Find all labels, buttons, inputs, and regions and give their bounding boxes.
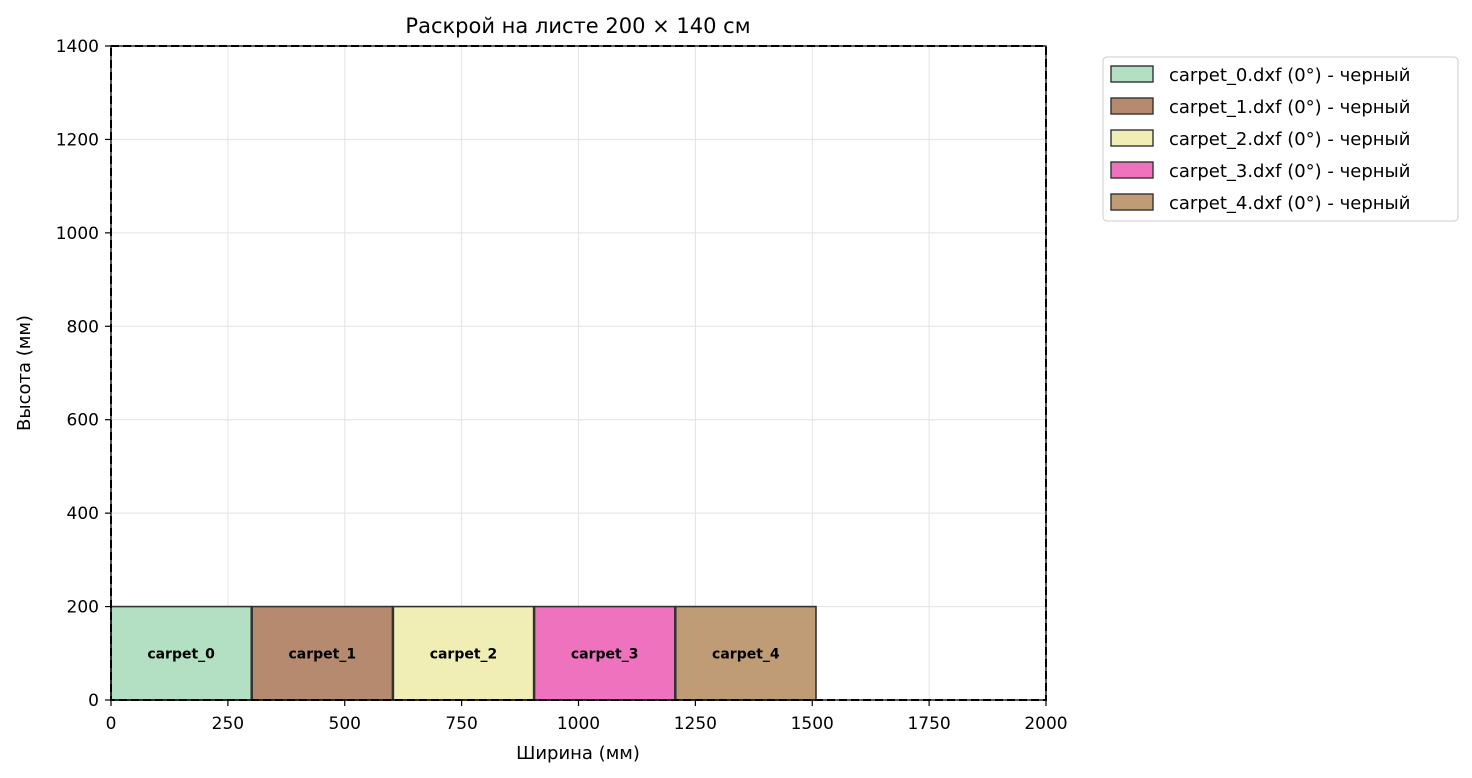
x-tick-label: 1000 bbox=[557, 714, 600, 734]
legend-label-carpet_0: carpet_0.dxf (0°) - черный bbox=[1169, 65, 1410, 86]
legend: carpet_0.dxf (0°) - черный carpet_1.dxf (… bbox=[1102, 56, 1459, 222]
piece-label-carpet_0: carpet_0 bbox=[147, 646, 215, 662]
y-tick-label: 1000 bbox=[56, 224, 99, 244]
legend-label-carpet_2: carpet_2.dxf (0°) - черный bbox=[1169, 129, 1410, 150]
legend-label-carpet_3: carpet_3.dxf (0°) - черный bbox=[1169, 161, 1410, 182]
pieces: carpet_0 carpet_1 carpet_2 carpet_3 carpet_4 bbox=[110, 605, 817, 701]
y-tick-label: 1200 bbox=[56, 130, 99, 150]
piece-rect-carpet_3 bbox=[533, 605, 676, 701]
legend-label-carpet_4: carpet_4.dxf (0°) - черный bbox=[1169, 193, 1410, 214]
x-axis-title: Ширина (мм) bbox=[516, 743, 640, 764]
piece-rect-carpet_2 bbox=[392, 605, 535, 701]
legend-swatch-carpet_3 bbox=[1110, 161, 1154, 179]
piece-label-carpet_1: carpet_1 bbox=[289, 646, 357, 662]
y-tick-label: 400 bbox=[67, 504, 99, 524]
y-tick-label: 1400 bbox=[56, 37, 99, 57]
y-axis-title: Высота (мм) bbox=[14, 315, 35, 431]
y-tick-label: 200 bbox=[67, 598, 99, 618]
x-tick-label: 500 bbox=[329, 714, 361, 734]
x-tick-label: 0 bbox=[106, 714, 117, 734]
y-tick-label: 0 bbox=[88, 691, 99, 711]
legend-swatch-carpet_2 bbox=[1110, 129, 1154, 147]
x-axis-ticks: 0 250 500 750 1000 1250 1500 1750 2000 bbox=[106, 700, 1068, 734]
x-tick-label: 1750 bbox=[907, 714, 950, 734]
piece-rect-carpet_1 bbox=[251, 605, 394, 701]
y-tick-label: 800 bbox=[67, 317, 99, 337]
x-tick-label: 1250 bbox=[674, 714, 717, 734]
x-tick-label: 750 bbox=[445, 714, 477, 734]
y-tick-label: 600 bbox=[67, 411, 99, 431]
piece-rect-carpet_4 bbox=[674, 605, 817, 701]
piece-label-carpet_3: carpet_3 bbox=[571, 646, 639, 662]
legend-swatch-carpet_0 bbox=[1110, 65, 1154, 83]
legend-box bbox=[1102, 56, 1459, 222]
x-tick-label: 1500 bbox=[791, 714, 834, 734]
legend-label-carpet_1: carpet_1.dxf (0°) - черный bbox=[1169, 97, 1410, 118]
y-axis-ticks: 0 200 400 600 800 1000 1200 1400 bbox=[56, 37, 111, 711]
x-tick-label: 2000 bbox=[1024, 714, 1067, 734]
legend-swatch-carpet_1 bbox=[1110, 97, 1154, 115]
chart-title: Раскрой на листе 200 × 140 см bbox=[405, 14, 750, 38]
x-tick-label: 250 bbox=[212, 714, 244, 734]
piece-label-carpet_2: carpet_2 bbox=[430, 646, 498, 662]
piece-label-carpet_4: carpet_4 bbox=[712, 646, 780, 662]
grid bbox=[110, 45, 1047, 701]
legend-swatch-carpet_4 bbox=[1110, 193, 1154, 211]
